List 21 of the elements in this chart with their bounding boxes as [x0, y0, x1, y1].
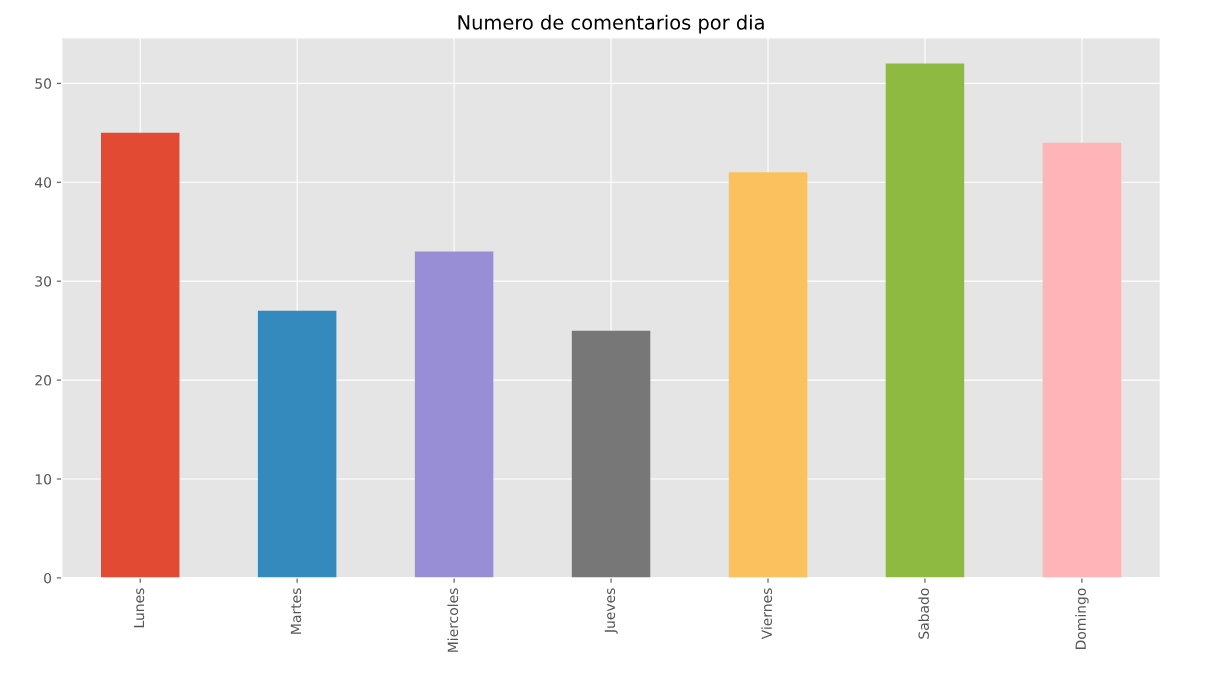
- x-tick-label: Lunes: [133, 588, 145, 628]
- bar: [571, 330, 651, 578]
- y-tick-label: 50: [35, 78, 52, 89]
- bar: [100, 132, 180, 578]
- bar: [414, 251, 494, 578]
- bar: [1042, 142, 1122, 578]
- x-tick-label: Miercoles: [447, 588, 459, 652]
- y-tick-label: 10: [35, 473, 52, 485]
- x-tick-label: Sabado: [918, 588, 929, 639]
- x-tick-label: Viernes: [761, 588, 773, 640]
- chart-title: Numero de comentarios por dia: [458, 14, 764, 34]
- bar: [885, 63, 965, 578]
- x-tick-label: Domingo: [1075, 588, 1089, 649]
- y-tick-label: 30: [35, 276, 52, 287]
- y-tick-label: 20: [35, 375, 52, 386]
- x-tick-label: Jueves: [604, 588, 618, 634]
- bar: [257, 310, 337, 578]
- bar: [728, 172, 808, 578]
- x-tick-label: Martes: [290, 588, 302, 634]
- y-tick-label: 0: [44, 572, 52, 584]
- y-tick-label: 40: [34, 177, 52, 188]
